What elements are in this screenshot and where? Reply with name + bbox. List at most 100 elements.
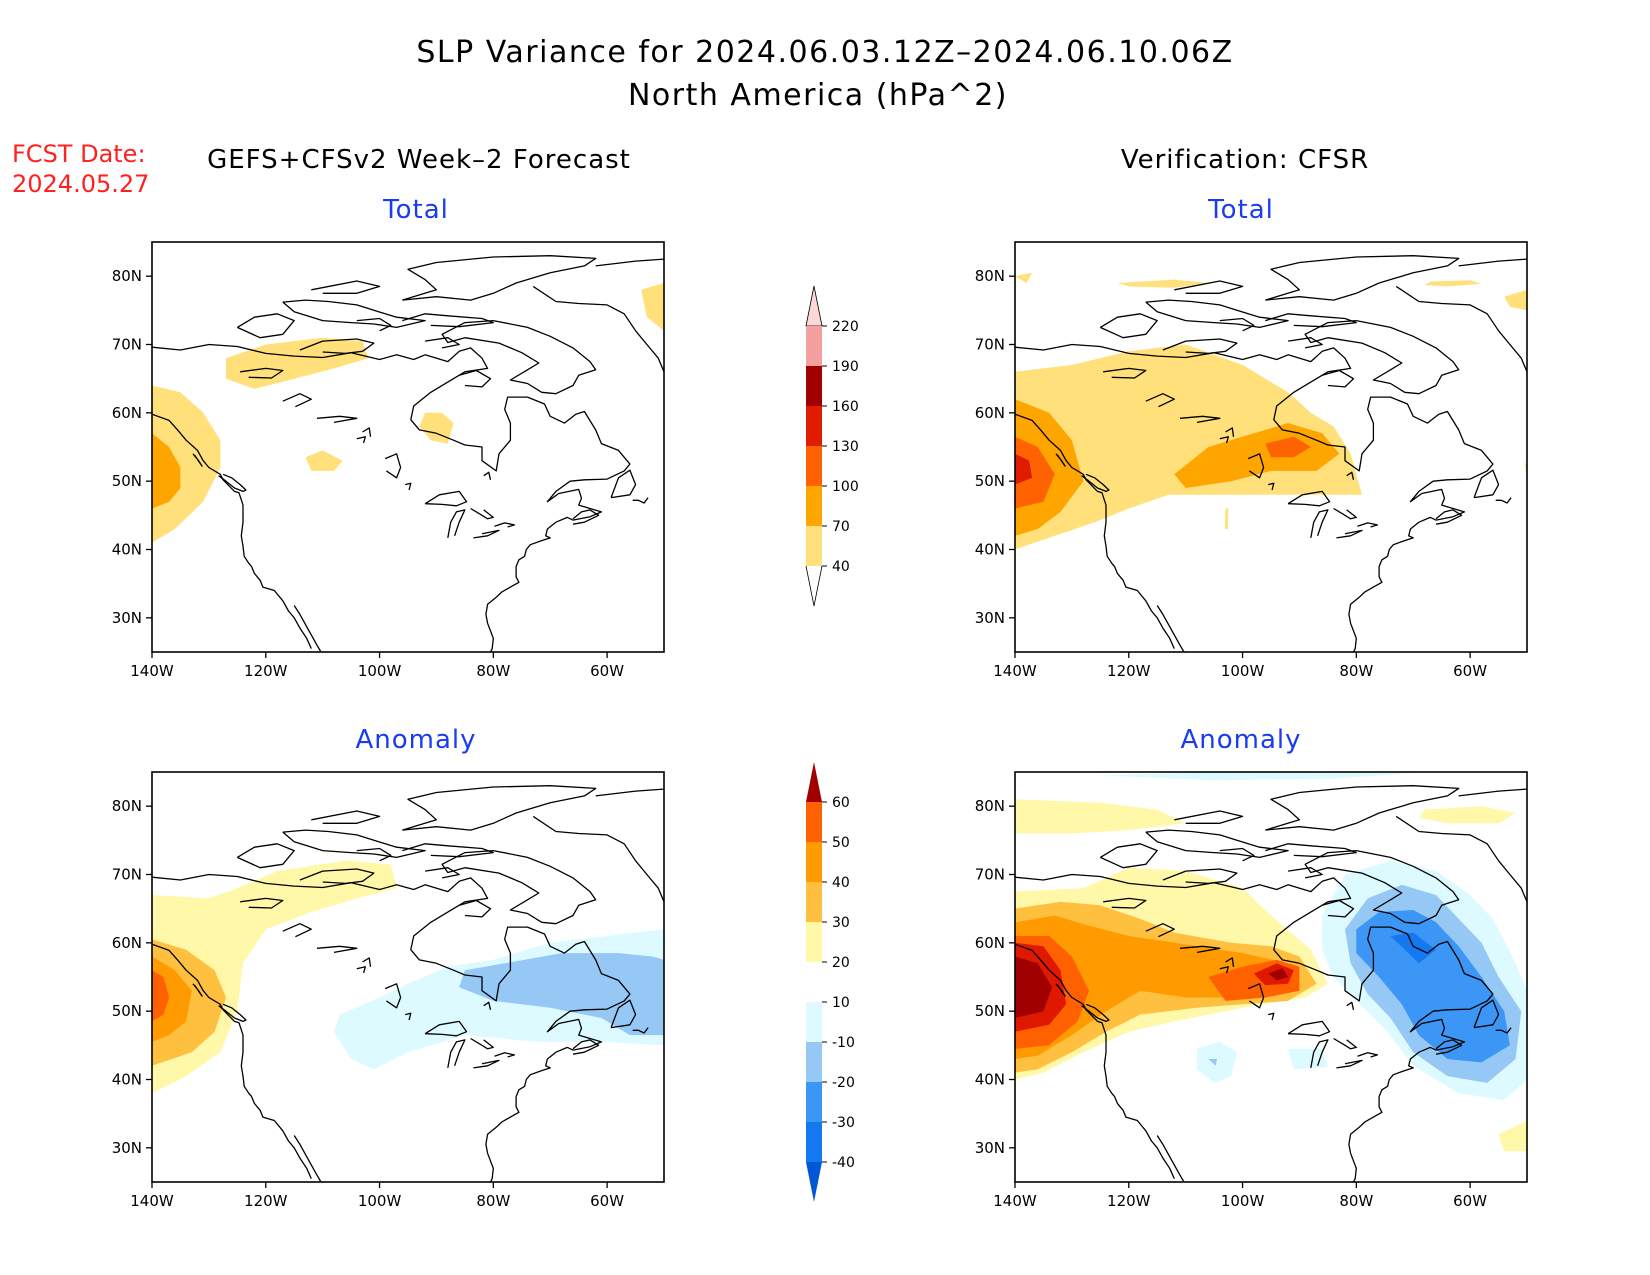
shaded-region xyxy=(1015,915,1300,1059)
coastline xyxy=(311,280,381,294)
coastline xyxy=(1458,788,1527,797)
coastline xyxy=(1435,509,1463,525)
verification-anomaly-title: Anomaly xyxy=(1180,725,1301,755)
shaded-region xyxy=(1117,279,1209,288)
lat-tick-label: 60N xyxy=(112,404,142,422)
lat-tick-label: 80N xyxy=(112,797,142,815)
verification-column-title: Verification: CFSR xyxy=(1121,145,1369,175)
shaded-region xyxy=(152,970,170,1022)
coastline xyxy=(1103,897,1147,909)
coastline xyxy=(1265,785,1460,831)
lon-tick-label: 120W xyxy=(1107,662,1151,680)
coastline xyxy=(470,1037,494,1050)
coastline xyxy=(152,413,312,649)
coastline xyxy=(1162,868,1238,885)
coastline xyxy=(1081,1003,1110,1023)
coastline xyxy=(402,313,494,328)
colorbar-label: 130 xyxy=(832,439,859,455)
lon-tick-label: 80W xyxy=(1339,1192,1373,1210)
fcst-date-value: 2024.05.27 xyxy=(12,170,149,198)
coastline xyxy=(362,427,372,437)
coastline xyxy=(1015,413,1175,649)
coastline xyxy=(441,319,597,395)
colorbar-label: 50 xyxy=(832,835,850,851)
colorbar-segment xyxy=(806,326,822,366)
lat-tick-label: 50N xyxy=(975,1002,1005,1020)
coastline xyxy=(282,393,312,408)
coastline xyxy=(1395,285,1527,373)
coastline xyxy=(473,1059,500,1069)
coastline xyxy=(632,1027,649,1034)
coastline xyxy=(240,897,284,909)
colorbar-label: -10 xyxy=(832,1035,855,1051)
coastline xyxy=(1458,258,1527,267)
coastline xyxy=(405,482,412,491)
shaded-region xyxy=(1015,272,1033,283)
colorbar-segment xyxy=(806,1042,822,1082)
colorbar-label: 100 xyxy=(832,479,859,495)
total-colorbar: 40 70 100 130 160 190 220 xyxy=(805,285,859,607)
lat-tick-label: 70N xyxy=(112,866,142,884)
coastline xyxy=(1322,369,1355,388)
lat-tick-label: 40N xyxy=(975,541,1005,559)
lat-tick-label: 40N xyxy=(975,1071,1005,1089)
coastline xyxy=(1357,522,1379,528)
colorbar-segment xyxy=(806,842,822,882)
shaded-region xyxy=(459,953,664,1036)
forecast-anomaly-title: Anomaly xyxy=(355,725,476,755)
lat-tick-label: 40N xyxy=(112,541,142,559)
coastline xyxy=(356,966,366,974)
coastline xyxy=(1055,453,1066,467)
coastline xyxy=(1219,847,1255,862)
shaded-region xyxy=(152,385,221,543)
coastline xyxy=(470,507,494,520)
coastline xyxy=(299,338,375,355)
fcst-date-label: FCST Date: xyxy=(12,140,146,168)
coastline xyxy=(1336,1059,1363,1069)
shaded-region xyxy=(1100,772,1414,781)
shaded-region xyxy=(305,450,343,471)
colorbar-label: 160 xyxy=(832,399,859,415)
colorbar-label: 40 xyxy=(832,559,850,575)
figure-subtitle: North America (hPa^2) xyxy=(628,78,1008,113)
colorbar-label: 20 xyxy=(832,955,850,971)
coastline xyxy=(356,436,366,444)
shaded-region xyxy=(1015,956,1052,1018)
coastline xyxy=(1322,899,1355,918)
coastline xyxy=(1145,299,1289,329)
colorbar-label: 30 xyxy=(832,915,850,931)
lon-tick-label: 100W xyxy=(1221,662,1265,680)
coastline xyxy=(572,1039,600,1055)
forecast-column-title: GEFS+CFSv2 Week–2 Forecast xyxy=(207,145,631,175)
coastline xyxy=(1310,509,1329,539)
coastline xyxy=(1495,1027,1512,1034)
coastline xyxy=(1495,497,1512,504)
lat-tick-label: 50N xyxy=(112,472,142,490)
coastline xyxy=(236,313,295,339)
coastline xyxy=(1310,1039,1329,1069)
coastline xyxy=(1333,1037,1357,1050)
coastline xyxy=(218,1003,247,1023)
coastline xyxy=(1162,338,1238,355)
coastline xyxy=(483,471,492,480)
shaded-region xyxy=(1208,1059,1217,1066)
verification-anomaly-map: 80N 70N 60N 50N 40N 30N 140W 120W 100W 80W 60W xyxy=(975,771,1528,1210)
lat-tick-label: 30N xyxy=(112,609,142,627)
anomaly-colorbar: -40 -30 -20 -10 10 20 30 40 50 60 xyxy=(806,762,855,1202)
coastline xyxy=(1225,427,1235,437)
colorbar-label: -40 xyxy=(832,1155,855,1171)
coastline xyxy=(1333,507,1357,520)
coastline xyxy=(610,469,637,499)
coastline xyxy=(293,1135,322,1182)
colorbar-segment xyxy=(806,922,822,962)
coastline xyxy=(311,810,381,824)
coastline xyxy=(459,369,492,388)
coastline xyxy=(483,1001,492,1010)
coastline xyxy=(282,923,312,938)
shaded-region xyxy=(1015,453,1033,485)
shaded-region xyxy=(1504,289,1527,311)
coastline xyxy=(632,497,649,504)
coastline xyxy=(595,788,664,797)
coastline xyxy=(494,522,516,528)
